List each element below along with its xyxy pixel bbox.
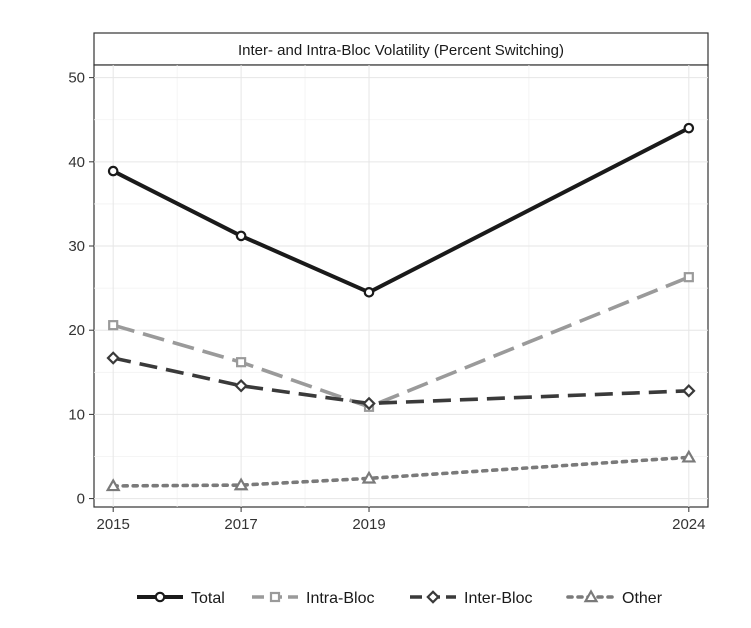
series-total: [107, 122, 695, 298]
y-tick-label: 0: [77, 491, 85, 508]
legend-marker-other: [583, 589, 599, 603]
x-tick-label: 2015: [97, 516, 130, 533]
data-point-intra-bloc: [108, 320, 119, 331]
series-line-inter-bloc: [112, 356, 689, 406]
legend-item-inter-bloc: Inter-Bloc: [410, 590, 532, 607]
legend-marker-inter-bloc: [426, 590, 440, 604]
data-point-total: [363, 287, 375, 298]
chart-title: Inter- and Intra-Bloc Volatility (Percen…: [238, 42, 564, 59]
grid: [94, 65, 708, 507]
series-group: [105, 122, 697, 492]
legend-marker-total: [154, 591, 166, 603]
legend-item-intra-bloc: Intra-Bloc: [252, 590, 374, 607]
data-point-intra-bloc: [236, 357, 247, 368]
legend-label-intra-bloc: Intra-Bloc: [306, 590, 374, 607]
legend-item-other: Other: [566, 589, 663, 607]
y-tick-label: 30: [68, 238, 85, 255]
legend-item-total: Total: [137, 590, 225, 607]
data-point-total: [235, 230, 247, 242]
data-point-intra-bloc: [683, 272, 694, 283]
data-point-other: [233, 477, 249, 491]
series-line-intra-bloc: [112, 275, 690, 409]
data-point-total: [107, 165, 119, 177]
y-tick-label: 50: [68, 70, 85, 87]
data-point-inter-bloc: [362, 396, 376, 411]
legend: Total Intra-Bloc Inter-Bloc Other: [137, 589, 663, 607]
data-point-inter-bloc: [682, 384, 696, 398]
legend-label-other: Other: [622, 590, 663, 607]
title-strip: [93, 32, 709, 66]
legend-marker-intra-bloc: [269, 591, 281, 603]
series-other: [105, 449, 697, 492]
y-tick-label: 10: [68, 406, 85, 423]
legend-label-total: Total: [191, 590, 225, 607]
series-inter-bloc: [106, 351, 696, 411]
series-line-other: [111, 455, 691, 488]
plot-panel: [93, 64, 709, 508]
data-point-inter-bloc: [234, 379, 248, 393]
data-point-inter-bloc: [106, 351, 120, 365]
data-point-other: [681, 449, 697, 463]
data-point-other: [105, 478, 121, 492]
data-point-other: [361, 470, 377, 484]
y-tick-label: 20: [68, 322, 85, 339]
x-tick-label: 2024: [672, 516, 705, 533]
x-axis: 2015 2017 2019 2024: [97, 507, 706, 533]
data-point-total: [683, 122, 695, 134]
series-line-total: [112, 126, 690, 295]
y-tick-label: 40: [68, 154, 85, 171]
y-axis: 0 10 20 30 40 50: [68, 70, 94, 508]
x-tick-label: 2017: [224, 516, 257, 533]
x-tick-label: 2019: [352, 516, 385, 533]
legend-label-inter-bloc: Inter-Bloc: [464, 590, 532, 607]
